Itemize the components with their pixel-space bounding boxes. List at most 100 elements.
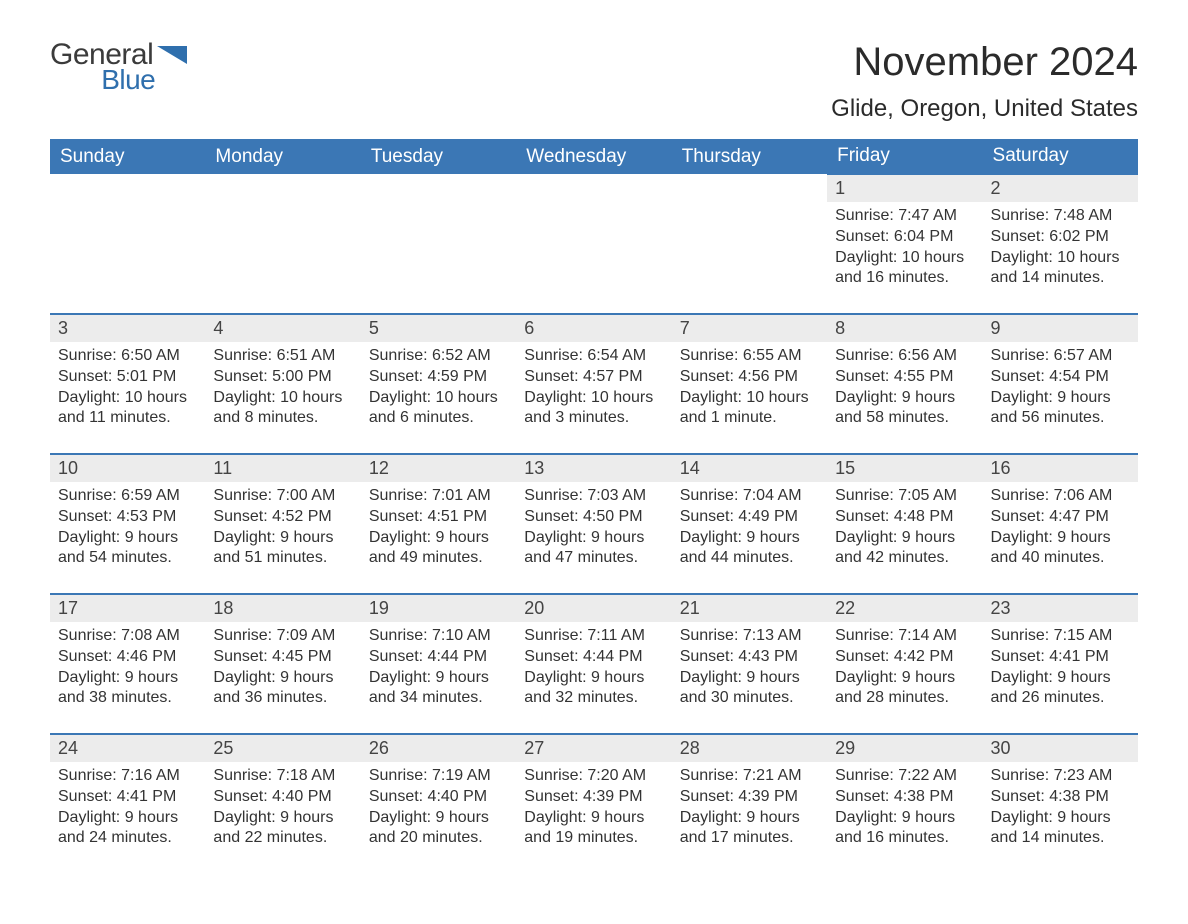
sunrise-line: Sunrise: 7:13 AM xyxy=(680,626,819,647)
day-details: Sunrise: 7:16 AMSunset: 4:41 PMDaylight:… xyxy=(50,762,205,857)
sunrise-line: Sunrise: 6:55 AM xyxy=(680,346,819,367)
sunrise-line: Sunrise: 7:11 AM xyxy=(524,626,663,647)
sunrise-line: Sunrise: 6:54 AM xyxy=(524,346,663,367)
daylight-line: Daylight: 9 hours and 40 minutes. xyxy=(991,528,1130,570)
daylight-line: Daylight: 9 hours and 14 minutes. xyxy=(991,808,1130,850)
day-cell: 11Sunrise: 7:00 AMSunset: 4:52 PMDayligh… xyxy=(205,454,360,594)
sunrise-line: Sunrise: 7:48 AM xyxy=(991,206,1130,227)
day-number: 6 xyxy=(516,315,671,342)
sunset-line: Sunset: 4:40 PM xyxy=(213,787,352,808)
daylight-line: Daylight: 9 hours and 26 minutes. xyxy=(991,668,1130,710)
day-number: 7 xyxy=(672,315,827,342)
day-cell: 15Sunrise: 7:05 AMSunset: 4:48 PMDayligh… xyxy=(827,454,982,594)
sunset-line: Sunset: 4:54 PM xyxy=(991,367,1130,388)
day-cell: 30Sunrise: 7:23 AMSunset: 4:38 PMDayligh… xyxy=(983,734,1138,874)
day-details: Sunrise: 6:57 AMSunset: 4:54 PMDaylight:… xyxy=(983,342,1138,437)
sunset-line: Sunset: 4:59 PM xyxy=(369,367,508,388)
sunrise-line: Sunrise: 6:50 AM xyxy=(58,346,197,367)
day-details: Sunrise: 7:00 AMSunset: 4:52 PMDaylight:… xyxy=(205,482,360,577)
sunrise-line: Sunrise: 7:01 AM xyxy=(369,486,508,507)
day-cell: 3Sunrise: 6:50 AMSunset: 5:01 PMDaylight… xyxy=(50,314,205,454)
sunset-line: Sunset: 6:02 PM xyxy=(991,227,1130,248)
sunrise-line: Sunrise: 6:56 AM xyxy=(835,346,974,367)
day-details: Sunrise: 7:09 AMSunset: 4:45 PMDaylight:… xyxy=(205,622,360,717)
day-cell: 14Sunrise: 7:04 AMSunset: 4:49 PMDayligh… xyxy=(672,454,827,594)
sunset-line: Sunset: 4:48 PM xyxy=(835,507,974,528)
day-cell: 20Sunrise: 7:11 AMSunset: 4:44 PMDayligh… xyxy=(516,594,671,734)
day-details: Sunrise: 7:48 AMSunset: 6:02 PMDaylight:… xyxy=(983,202,1138,297)
daylight-line: Daylight: 9 hours and 32 minutes. xyxy=(524,668,663,710)
weekday-header: Wednesday xyxy=(516,139,671,174)
day-cell: 9Sunrise: 6:57 AMSunset: 4:54 PMDaylight… xyxy=(983,314,1138,454)
calendar-body: 1Sunrise: 7:47 AMSunset: 6:04 PMDaylight… xyxy=(50,174,1138,874)
day-details: Sunrise: 7:22 AMSunset: 4:38 PMDaylight:… xyxy=(827,762,982,857)
sunset-line: Sunset: 4:39 PM xyxy=(524,787,663,808)
daylight-line: Daylight: 9 hours and 17 minutes. xyxy=(680,808,819,850)
daylight-line: Daylight: 10 hours and 3 minutes. xyxy=(524,388,663,430)
sunset-line: Sunset: 4:56 PM xyxy=(680,367,819,388)
day-number: 13 xyxy=(516,455,671,482)
daylight-line: Daylight: 10 hours and 1 minute. xyxy=(680,388,819,430)
day-number: 25 xyxy=(205,735,360,762)
day-details: Sunrise: 7:14 AMSunset: 4:42 PMDaylight:… xyxy=(827,622,982,717)
day-details: Sunrise: 6:59 AMSunset: 4:53 PMDaylight:… xyxy=(50,482,205,577)
daylight-line: Daylight: 9 hours and 58 minutes. xyxy=(835,388,974,430)
day-number: 18 xyxy=(205,595,360,622)
sunset-line: Sunset: 4:40 PM xyxy=(369,787,508,808)
day-cell: 28Sunrise: 7:21 AMSunset: 4:39 PMDayligh… xyxy=(672,734,827,874)
header: General Blue November 2024 Glide, Oregon… xyxy=(50,40,1138,123)
day-details: Sunrise: 7:21 AMSunset: 4:39 PMDaylight:… xyxy=(672,762,827,857)
day-number: 30 xyxy=(983,735,1138,762)
sunrise-line: Sunrise: 6:57 AM xyxy=(991,346,1130,367)
day-details: Sunrise: 7:06 AMSunset: 4:47 PMDaylight:… xyxy=(983,482,1138,577)
day-number: 10 xyxy=(50,455,205,482)
sunset-line: Sunset: 4:38 PM xyxy=(835,787,974,808)
day-cell: 17Sunrise: 7:08 AMSunset: 4:46 PMDayligh… xyxy=(50,594,205,734)
daylight-line: Daylight: 9 hours and 34 minutes. xyxy=(369,668,508,710)
day-details: Sunrise: 6:55 AMSunset: 4:56 PMDaylight:… xyxy=(672,342,827,437)
sunset-line: Sunset: 4:51 PM xyxy=(369,507,508,528)
day-cell: 18Sunrise: 7:09 AMSunset: 4:45 PMDayligh… xyxy=(205,594,360,734)
daylight-line: Daylight: 9 hours and 54 minutes. xyxy=(58,528,197,570)
sunset-line: Sunset: 4:39 PM xyxy=(680,787,819,808)
calendar-week-row: 10Sunrise: 6:59 AMSunset: 4:53 PMDayligh… xyxy=(50,454,1138,594)
day-details: Sunrise: 7:15 AMSunset: 4:41 PMDaylight:… xyxy=(983,622,1138,717)
day-cell: 2Sunrise: 7:48 AMSunset: 6:02 PMDaylight… xyxy=(983,174,1138,314)
sunrise-line: Sunrise: 6:59 AM xyxy=(58,486,197,507)
day-cell: 4Sunrise: 6:51 AMSunset: 5:00 PMDaylight… xyxy=(205,314,360,454)
day-number: 3 xyxy=(50,315,205,342)
day-number: 17 xyxy=(50,595,205,622)
day-cell: 27Sunrise: 7:20 AMSunset: 4:39 PMDayligh… xyxy=(516,734,671,874)
day-details: Sunrise: 6:54 AMSunset: 4:57 PMDaylight:… xyxy=(516,342,671,437)
daylight-line: Daylight: 9 hours and 28 minutes. xyxy=(835,668,974,710)
daylight-line: Daylight: 9 hours and 47 minutes. xyxy=(524,528,663,570)
empty-cell xyxy=(516,174,671,314)
daylight-line: Daylight: 10 hours and 16 minutes. xyxy=(835,248,974,290)
sunset-line: Sunset: 4:57 PM xyxy=(524,367,663,388)
calendar-week-row: 1Sunrise: 7:47 AMSunset: 6:04 PMDaylight… xyxy=(50,174,1138,314)
day-cell: 10Sunrise: 6:59 AMSunset: 4:53 PMDayligh… xyxy=(50,454,205,594)
sunset-line: Sunset: 5:00 PM xyxy=(213,367,352,388)
sunrise-line: Sunrise: 7:14 AM xyxy=(835,626,974,647)
day-number: 29 xyxy=(827,735,982,762)
daylight-line: Daylight: 9 hours and 38 minutes. xyxy=(58,668,197,710)
sunrise-line: Sunrise: 6:52 AM xyxy=(369,346,508,367)
sunrise-line: Sunrise: 7:47 AM xyxy=(835,206,974,227)
day-cell: 25Sunrise: 7:18 AMSunset: 4:40 PMDayligh… xyxy=(205,734,360,874)
sunset-line: Sunset: 4:42 PM xyxy=(835,647,974,668)
day-details: Sunrise: 7:19 AMSunset: 4:40 PMDaylight:… xyxy=(361,762,516,857)
daylight-line: Daylight: 9 hours and 44 minutes. xyxy=(680,528,819,570)
empty-cell xyxy=(50,174,205,314)
day-number: 9 xyxy=(983,315,1138,342)
sunset-line: Sunset: 4:44 PM xyxy=(369,647,508,668)
daylight-line: Daylight: 9 hours and 36 minutes. xyxy=(213,668,352,710)
day-cell: 8Sunrise: 6:56 AMSunset: 4:55 PMDaylight… xyxy=(827,314,982,454)
location: Glide, Oregon, United States xyxy=(831,95,1138,123)
sunrise-line: Sunrise: 7:19 AM xyxy=(369,766,508,787)
daylight-line: Daylight: 9 hours and 56 minutes. xyxy=(991,388,1130,430)
sunrise-line: Sunrise: 7:23 AM xyxy=(991,766,1130,787)
day-number: 24 xyxy=(50,735,205,762)
empty-cell xyxy=(361,174,516,314)
sunrise-line: Sunrise: 7:00 AM xyxy=(213,486,352,507)
logo: General Blue xyxy=(50,40,191,94)
